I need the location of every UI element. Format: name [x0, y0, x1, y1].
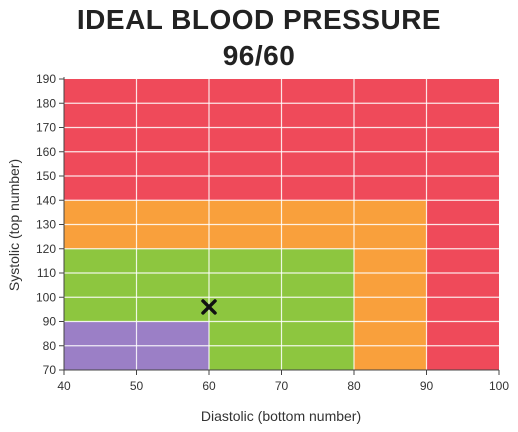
y-tick-label-130: 130	[36, 218, 56, 232]
grid-layer	[64, 79, 499, 370]
chart-title: IDEAL BLOOD PRESSURE	[76, 4, 442, 35]
y-tick-label-150: 150	[36, 169, 56, 183]
y-tick-label-80: 80	[43, 339, 57, 353]
x-tick-label-40: 40	[57, 379, 71, 393]
y-tick-label-110: 110	[37, 266, 56, 280]
y-tick-label-90: 90	[43, 315, 57, 329]
y-tick-label-160: 160	[36, 145, 56, 159]
y-tick-label-140: 140	[36, 193, 56, 207]
y-tick-label-100: 100	[36, 290, 56, 304]
y-tick-label-190: 190	[36, 72, 56, 86]
x-tick-label-50: 50	[130, 379, 144, 393]
x-axis-label: Diastolic (bottom number)	[201, 408, 361, 424]
axes-layer: 70 80 90 100 110 120 130 140 150 160 170 180 190 40 50…	[36, 72, 509, 393]
x-tick-label-70: 70	[275, 379, 289, 393]
y-tick-label-120: 120	[36, 242, 56, 256]
reading-marker	[201, 299, 217, 315]
chart-subtitle: 96/60	[222, 40, 296, 71]
y-tick-label-70: 70	[43, 363, 57, 377]
x-tick-label-100: 100	[489, 379, 509, 393]
y-axis-label: Systolic (top number)	[6, 159, 22, 291]
x-tick-label-80: 80	[347, 379, 361, 393]
reading-marker-stroke-2	[201, 299, 217, 315]
y-tick-label-170: 170	[36, 121, 56, 135]
marker-layer	[201, 299, 217, 315]
x-tick-label-60: 60	[202, 379, 216, 393]
y-tick-label-180: 180	[36, 96, 56, 110]
x-tick-label-90: 90	[420, 379, 434, 393]
